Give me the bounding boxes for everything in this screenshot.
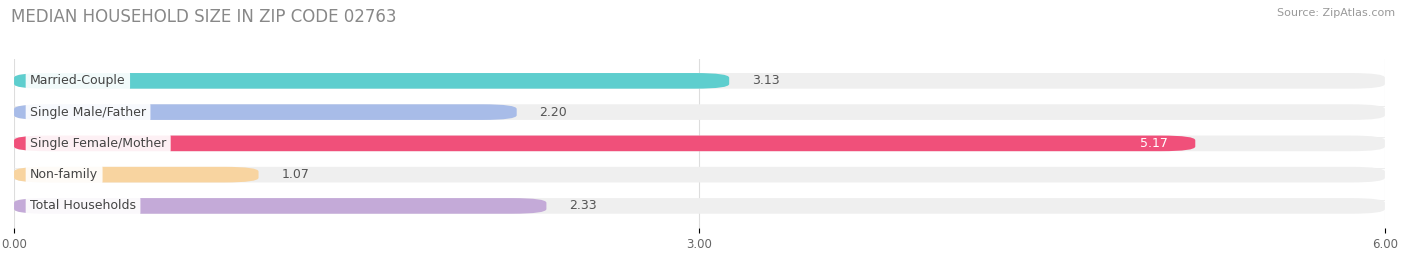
FancyBboxPatch shape (14, 104, 1385, 120)
FancyBboxPatch shape (14, 136, 1385, 151)
FancyBboxPatch shape (14, 136, 1195, 151)
FancyBboxPatch shape (14, 73, 730, 89)
FancyBboxPatch shape (14, 198, 1385, 214)
FancyBboxPatch shape (14, 167, 259, 183)
Text: 2.20: 2.20 (540, 106, 567, 119)
Text: Source: ZipAtlas.com: Source: ZipAtlas.com (1277, 8, 1395, 18)
Text: Single Female/Mother: Single Female/Mother (30, 137, 166, 150)
Text: Total Households: Total Households (30, 199, 136, 213)
Text: MEDIAN HOUSEHOLD SIZE IN ZIP CODE 02763: MEDIAN HOUSEHOLD SIZE IN ZIP CODE 02763 (11, 8, 396, 26)
Text: Married-Couple: Married-Couple (30, 74, 125, 87)
Text: 3.13: 3.13 (752, 74, 780, 87)
Text: Single Male/Father: Single Male/Father (30, 106, 146, 119)
FancyBboxPatch shape (14, 104, 517, 120)
FancyBboxPatch shape (14, 167, 1385, 183)
Text: 1.07: 1.07 (281, 168, 309, 181)
FancyBboxPatch shape (14, 198, 547, 214)
Text: Non-family: Non-family (30, 168, 98, 181)
FancyBboxPatch shape (14, 73, 1385, 89)
Text: 5.17: 5.17 (1140, 137, 1168, 150)
Text: 2.33: 2.33 (569, 199, 598, 213)
